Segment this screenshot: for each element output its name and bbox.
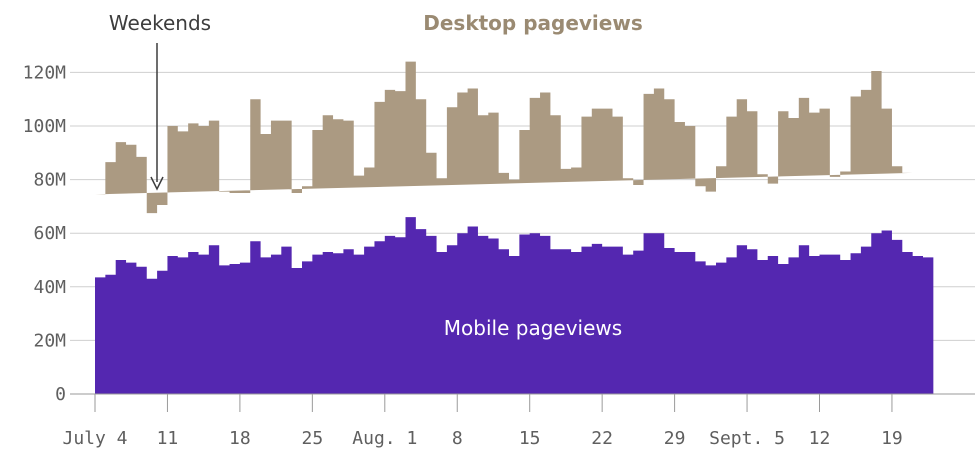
mobile-series-label: Mobile pageviews [444,316,622,340]
x-tick-label: 29 [664,428,686,449]
axes: 0 20M 40M 60M 80M 100M 120M July 4 11 18 25 Aug. 1 8… [23,62,975,449]
x-tick-label: 25 [302,428,324,449]
mobile-pageviews-area [95,217,934,394]
x-tick-label: 15 [519,428,541,449]
y-tick-label: 100M [23,116,67,137]
x-tick-label: 11 [157,428,179,449]
x-tick-label: 19 [881,428,903,449]
x-tick-label: July 4 [62,428,127,449]
x-tick-label: Aug. 1 [352,428,417,449]
y-tick-label: 20M [33,330,66,351]
y-tick-label: 0 [55,384,66,405]
desktop-series-label: Desktop pageviews [423,11,642,35]
x-tick-label: 22 [591,428,613,449]
y-tick-label: 60M [33,223,66,244]
x-tick-label: Sept. 5 [709,428,785,449]
weekends-annotation: Weekends [109,11,211,35]
x-tick-label: 8 [452,428,463,449]
x-tick-label: 18 [229,428,251,449]
y-tick-label: 40M [33,277,66,298]
desktop-pageviews-area [95,61,913,214]
y-tick-label: 80M [33,170,66,191]
weekends-arrowhead [150,176,164,191]
x-tick-label: 12 [809,428,831,449]
plot-area [95,61,934,394]
y-tick-label: 120M [23,62,67,83]
annotations: Weekends Desktop pageviews Mobile pagevi… [109,11,643,340]
